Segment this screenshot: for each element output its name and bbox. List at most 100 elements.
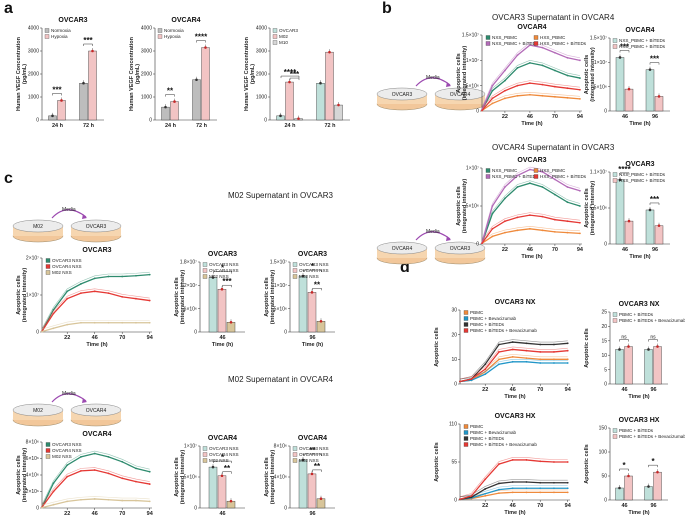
chart-b1-xtick-label: 46: [527, 114, 533, 120]
chart-c1s2-ytick-label: 1.5×10⁷: [270, 260, 287, 266]
chart-b2s-sig-bracket: [619, 172, 630, 175]
panel-label-b: b: [382, 0, 392, 17]
chart-b1s-sig-bracket: [649, 62, 660, 65]
chart-b1-title: OVCAR4: [517, 24, 546, 31]
chart-b1-series-point: [541, 46, 544, 49]
chart-c2-xtick-label: 70: [119, 511, 125, 516]
chart-d1s-ytick-label: 20: [601, 324, 607, 330]
chart-b2-series-point: [504, 220, 506, 223]
diagram-c1-source-top: [12, 219, 64, 233]
chart-c2s1-legend-entry: OVCAR4 NXS: [209, 452, 239, 457]
chart-c2-series-point: [148, 470, 151, 473]
chart-c1s2-ytick-label: 1×10⁷: [274, 283, 287, 289]
chart-c1s1-point: [220, 287, 224, 291]
chart-c2s2-legend-entry: M02 NXS: [299, 458, 319, 463]
chart-b2s-bar: [615, 179, 625, 245]
chart-c2-series-point: [66, 464, 69, 466]
subtitle-c1: M02 Supernatant in OVCAR3: [228, 191, 333, 200]
chart-c2s1-legend-entry: M02 NXS: [209, 458, 229, 463]
chart-a2-category-label: 72 h: [196, 123, 208, 129]
chart-c1-series-point: [121, 275, 124, 278]
chart-d2s-ylabel: Apoptotic cells: [584, 444, 590, 483]
chart-c1-legend-swatch: [45, 270, 51, 275]
chart-b2-series-error: [481, 180, 581, 241]
chart-c2s1-bar: [217, 475, 227, 509]
chart-c1s2-bar: [316, 321, 326, 333]
chart-b2s-legend-entry: NXS_PBMC + BiTEDs: [619, 172, 666, 177]
chart-a2-ytick-label: 4000: [141, 26, 152, 32]
chart-c1-series-error: [41, 271, 150, 329]
chart-d1-series-point: [484, 373, 487, 376]
chart-c2-title: OVCAR4: [82, 431, 111, 438]
chart-b2-legend-entry: NXS_PBMC + BiTEDs: [492, 174, 539, 179]
chart-b2-series-point: [579, 232, 581, 235]
chart-b2-series-point: [541, 215, 544, 218]
chart-d1s-legend-swatch: [612, 318, 618, 323]
chart-b1s-legend-swatch: [612, 38, 618, 43]
chart-b1-series-point: [579, 88, 581, 91]
chart-b2-series-point: [541, 229, 544, 232]
chart-a2-point: [195, 78, 198, 82]
chart-b2-series-point: [504, 186, 506, 188]
chart-d1-xtick-label: 46: [510, 387, 516, 393]
chart-b1-series-point: [554, 95, 556, 98]
chart-c2s2-legend-swatch: [292, 452, 298, 457]
chart-d2-series-point: [553, 487, 555, 490]
chart-c2s1-ytick-label: 1×10⁷: [184, 444, 197, 450]
chart-b1-legend-entry: NXS_PBMC: [492, 35, 518, 40]
chart-a3-legend-swatch: [272, 40, 278, 45]
chart-b2-ylabel-2: (integrated intensity): [462, 179, 468, 234]
chart-a2-ylabel-2: (pg/mL): [135, 64, 141, 84]
chart-d2-ytick-label: 0: [454, 498, 457, 504]
chart-d2-series-point: [566, 461, 569, 463]
chart-d2-series-point: [484, 492, 487, 495]
chart-d2-legend-swatch: [463, 424, 469, 429]
chart-c1-series-point: [93, 277, 96, 280]
diagram-c1-target-top: [70, 219, 122, 233]
diagram-b1-target-top: [434, 87, 486, 101]
chart-b2s-sig-bracket: [649, 202, 660, 205]
chart-d2s-title: OVCAR3 HX: [619, 417, 660, 424]
chart-d1-ylabel: Apoptotic cells: [434, 327, 440, 366]
chart-a3-ytick-label: 4000: [256, 26, 267, 32]
panel-label-d: d: [400, 259, 410, 276]
chart-d2-series-point: [553, 481, 555, 484]
diagram-c1-source-label: M02: [33, 224, 43, 230]
chart-d1-series-point: [511, 348, 514, 351]
chart-c2s2-sig-label: **: [314, 462, 321, 471]
chart-d1-series-point: [525, 349, 528, 352]
chart-d1-series-point: [498, 343, 500, 346]
chart-d1-series-point: [484, 363, 487, 366]
chart-d2-title: OVCAR3 HX: [495, 413, 536, 420]
chart-b2-series-point: [554, 178, 556, 181]
chart-b2-xtick-label: 22: [502, 247, 508, 253]
chart-d1-legend-entry: PBMC + BiTEDs: [470, 322, 505, 327]
chart-b2-ytick-label: 1×10⁷: [466, 166, 479, 172]
chart-c1s2-sig-label: **: [314, 280, 321, 289]
chart-d1-ytick-label: 10: [451, 357, 457, 363]
chart-b1-series-point: [481, 109, 483, 112]
chart-d2s-point: [618, 486, 621, 490]
chart-b1-series-point: [491, 97, 494, 100]
chart-d2-series-point: [566, 481, 569, 484]
chart-d1-series-point: [553, 362, 555, 364]
chart-c2s2-legend-entry: OVCAR3 NXS: [299, 446, 329, 451]
chart-d2s-sig-bracket: [648, 464, 658, 468]
chart-a3-sig-label: ***: [290, 70, 300, 79]
chart-a2-sig-label: **: [167, 87, 174, 96]
chart-b1-xlabel: Time (h): [521, 121, 542, 127]
chart-a3-legend-swatch: [272, 34, 278, 39]
chart-c2s2-title: OVCAR4: [298, 435, 327, 442]
chart-b2s-title: OVCAR3: [625, 161, 654, 168]
chart-b2-legend-swatch: [485, 174, 491, 179]
chart-b2s-ytick-label: 5.5×10⁶: [590, 206, 608, 212]
chart-b2s-ylabel: Apoptotic cells: [584, 188, 590, 227]
chart-c2s2-legend-swatch: [292, 458, 298, 463]
chart-d2-xtick-label: 94: [565, 503, 572, 509]
chart-c2s2-ylabel: Apoptotic cells: [264, 457, 270, 496]
chart-b2-xtick-label: 46: [527, 247, 533, 253]
chart-c2-series-point: [107, 472, 110, 475]
diagram-b2-target-top: [434, 241, 486, 255]
diagram-b1-source-label: OVCAR3: [392, 92, 413, 98]
chart-c1s2-point: [319, 319, 323, 323]
